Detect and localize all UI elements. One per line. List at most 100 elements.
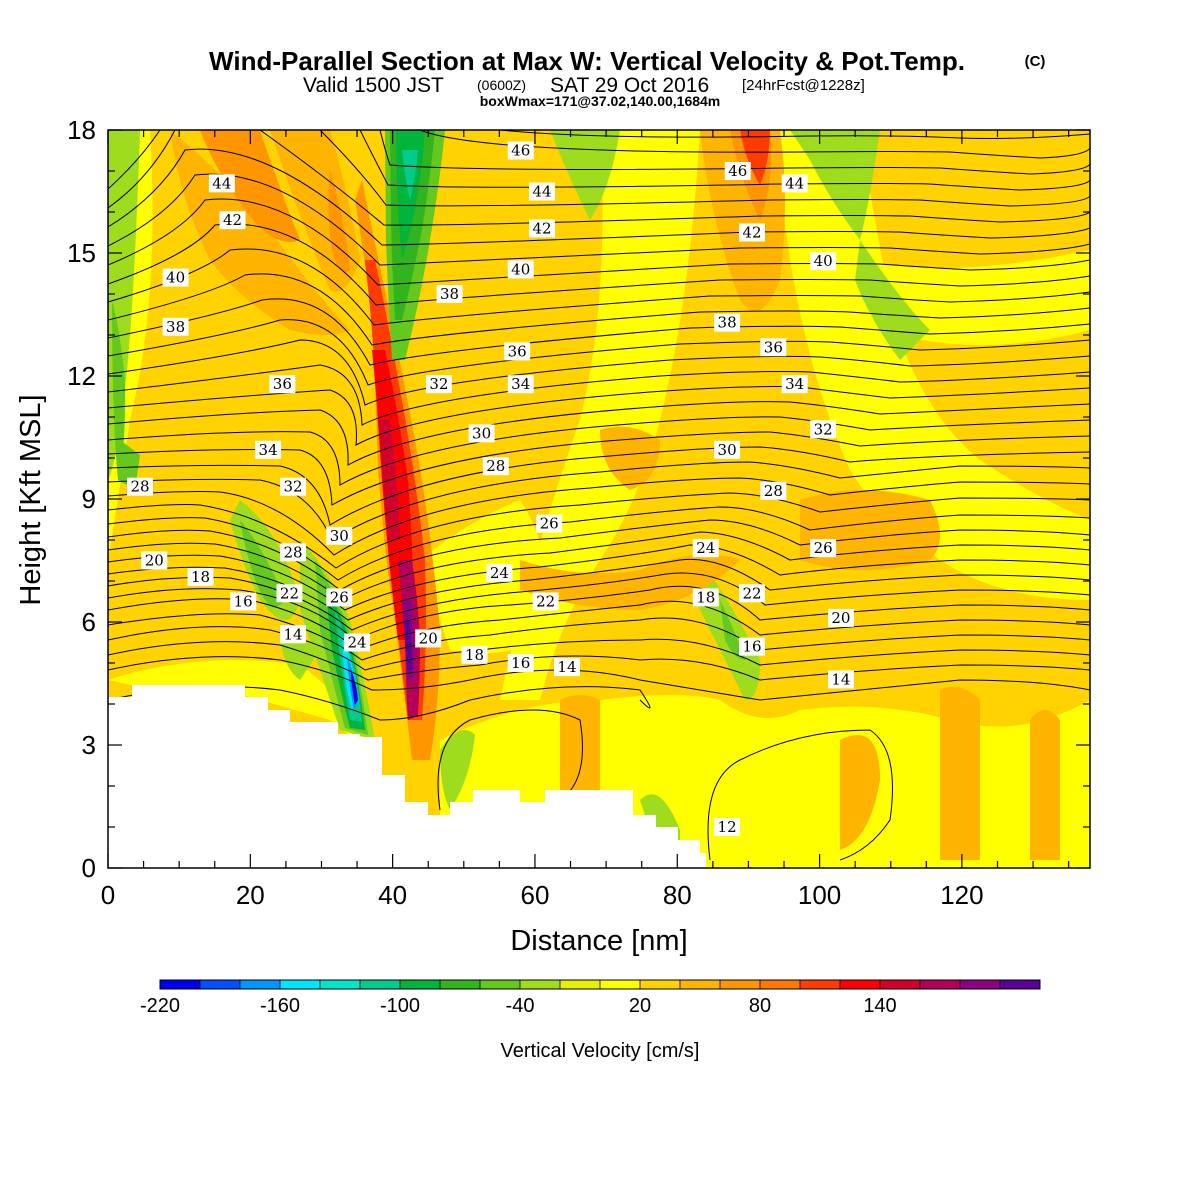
theta-contour-label: 22 (532, 592, 559, 611)
contour-label-box (280, 625, 307, 644)
contour-label-box (486, 563, 513, 582)
y-tick-label: 15 (67, 238, 96, 268)
contour-label-box (714, 440, 741, 459)
theta-contour-label: 14 (827, 670, 854, 689)
utc-time-text: (0600Z) (477, 77, 526, 93)
contour-label-text: 38 (166, 318, 185, 336)
contour-label-text: 26 (330, 588, 349, 606)
colorbar-swatch (720, 980, 761, 989)
colorbar-tick-labels: -220 -160 -100 -40 20 80 140 (140, 995, 897, 1017)
y-tick-label: 9 (82, 484, 96, 514)
colorbar-swatch (600, 980, 641, 989)
contour-label-box (810, 539, 837, 558)
colorbar-swatch (480, 980, 521, 989)
contour-label-text: 46 (511, 142, 530, 160)
contour-label-box (280, 477, 307, 496)
theta-contour-label: 18 (187, 567, 214, 586)
contour-label-box (344, 633, 371, 652)
theta-contour-label: 26 (536, 514, 563, 533)
theta-contour-label: 34 (781, 375, 808, 394)
contour-label-box (781, 174, 808, 193)
colorbar-swatch (800, 980, 841, 989)
axis-ticks (107, 129, 1090, 869)
contour-label-text: 42 (533, 219, 552, 237)
contour-label-box (415, 629, 442, 648)
theta-contour-label: 26 (326, 588, 353, 607)
contour-label-text: 16 (234, 593, 253, 611)
contour-label-text: 44 (533, 183, 552, 201)
contour-label-text: 16 (742, 638, 761, 656)
contour-label-text: 28 (486, 457, 505, 475)
theta-contour-label: 28 (482, 457, 509, 476)
contour-label-text: 24 (490, 564, 509, 582)
copyright-mark: (C) (1025, 53, 1046, 70)
theta-contours (108, 130, 1090, 861)
contour-label-box (827, 608, 854, 627)
field-strong-updraft-upper (740, 130, 770, 185)
contour-label-text: 44 (212, 174, 231, 192)
theta-contour-label: 16 (230, 592, 257, 611)
theta-contour-label: 34 (255, 440, 282, 459)
contour-label-box (529, 219, 556, 238)
contour-label-box (738, 223, 765, 242)
contour-label-text: 18 (465, 646, 484, 664)
contour-label-box (187, 567, 214, 586)
contour-label-box (461, 645, 488, 664)
contour-label-text: 28 (764, 482, 783, 500)
contour-label-text: 24 (348, 634, 367, 652)
theta-contour-label: 30 (326, 526, 353, 545)
contour-label-box (208, 174, 235, 193)
theta-contour-label: 40 (507, 260, 534, 279)
contour-label-box (781, 375, 808, 394)
contour-label-box (255, 440, 282, 459)
contour-label-text: 26 (540, 515, 559, 533)
theta-contour-label: 24 (486, 563, 513, 582)
contour-label-text: 30 (718, 441, 737, 459)
colorbar-tick-label: -160 (260, 995, 300, 1017)
colorbar-swatch (680, 980, 721, 989)
contour-label-box (326, 526, 353, 545)
contour-label-box (507, 654, 534, 672)
colorbar-swatch (320, 980, 361, 989)
contour-label-box (714, 313, 741, 332)
theta-contour-label: 32 (810, 420, 837, 439)
theta-contour-label: 30 (468, 424, 495, 443)
theta-contour-label: 20 (141, 551, 168, 570)
contour-label-box (269, 375, 296, 394)
theta-contour-label: 30 (714, 440, 741, 459)
y-tick-label: 6 (82, 607, 96, 637)
theta-contour-label: 20 (827, 608, 854, 627)
contour-label-box (714, 818, 741, 836)
contour-label-text: 32 (429, 375, 448, 393)
theta-contour-label: 42 (738, 223, 765, 242)
contour-label-box (724, 162, 751, 180)
theta-contour-label: 28 (760, 481, 787, 500)
contour-label-text: 42 (223, 211, 242, 229)
theta-contour-label: 36 (504, 342, 531, 361)
contour-label-text: 32 (283, 478, 302, 496)
theta-contour-label: 40 (162, 268, 189, 287)
contour-label-box (692, 588, 719, 607)
contour-label-text: 14 (283, 625, 302, 643)
colorbar-swatch (240, 980, 281, 989)
y-tick-label: 12 (67, 361, 96, 391)
colorbar-swatch (280, 980, 321, 989)
contour-label-text: 22 (280, 584, 299, 602)
theta-contour-label: 38 (162, 317, 189, 336)
contour-label-text: 16 (511, 654, 530, 672)
contour-label-box (230, 592, 257, 611)
contour-label-text: 42 (742, 224, 761, 242)
contour-label-text: 34 (259, 441, 278, 459)
contour-label-box (141, 551, 168, 570)
contour-label-text: 14 (831, 670, 850, 688)
contour-label-text: 28 (130, 478, 149, 496)
theta-contour-label: 32 (425, 375, 452, 394)
colorbar-swatch (640, 980, 681, 989)
terrain-mask (108, 685, 706, 868)
theta-contour-label: 24 (344, 633, 371, 652)
theta-contour-label: 44 (781, 174, 808, 193)
theta-contour-label: 14 (280, 625, 307, 644)
theta-contour-label: 16 (507, 654, 534, 672)
contour-label-box (760, 481, 787, 500)
